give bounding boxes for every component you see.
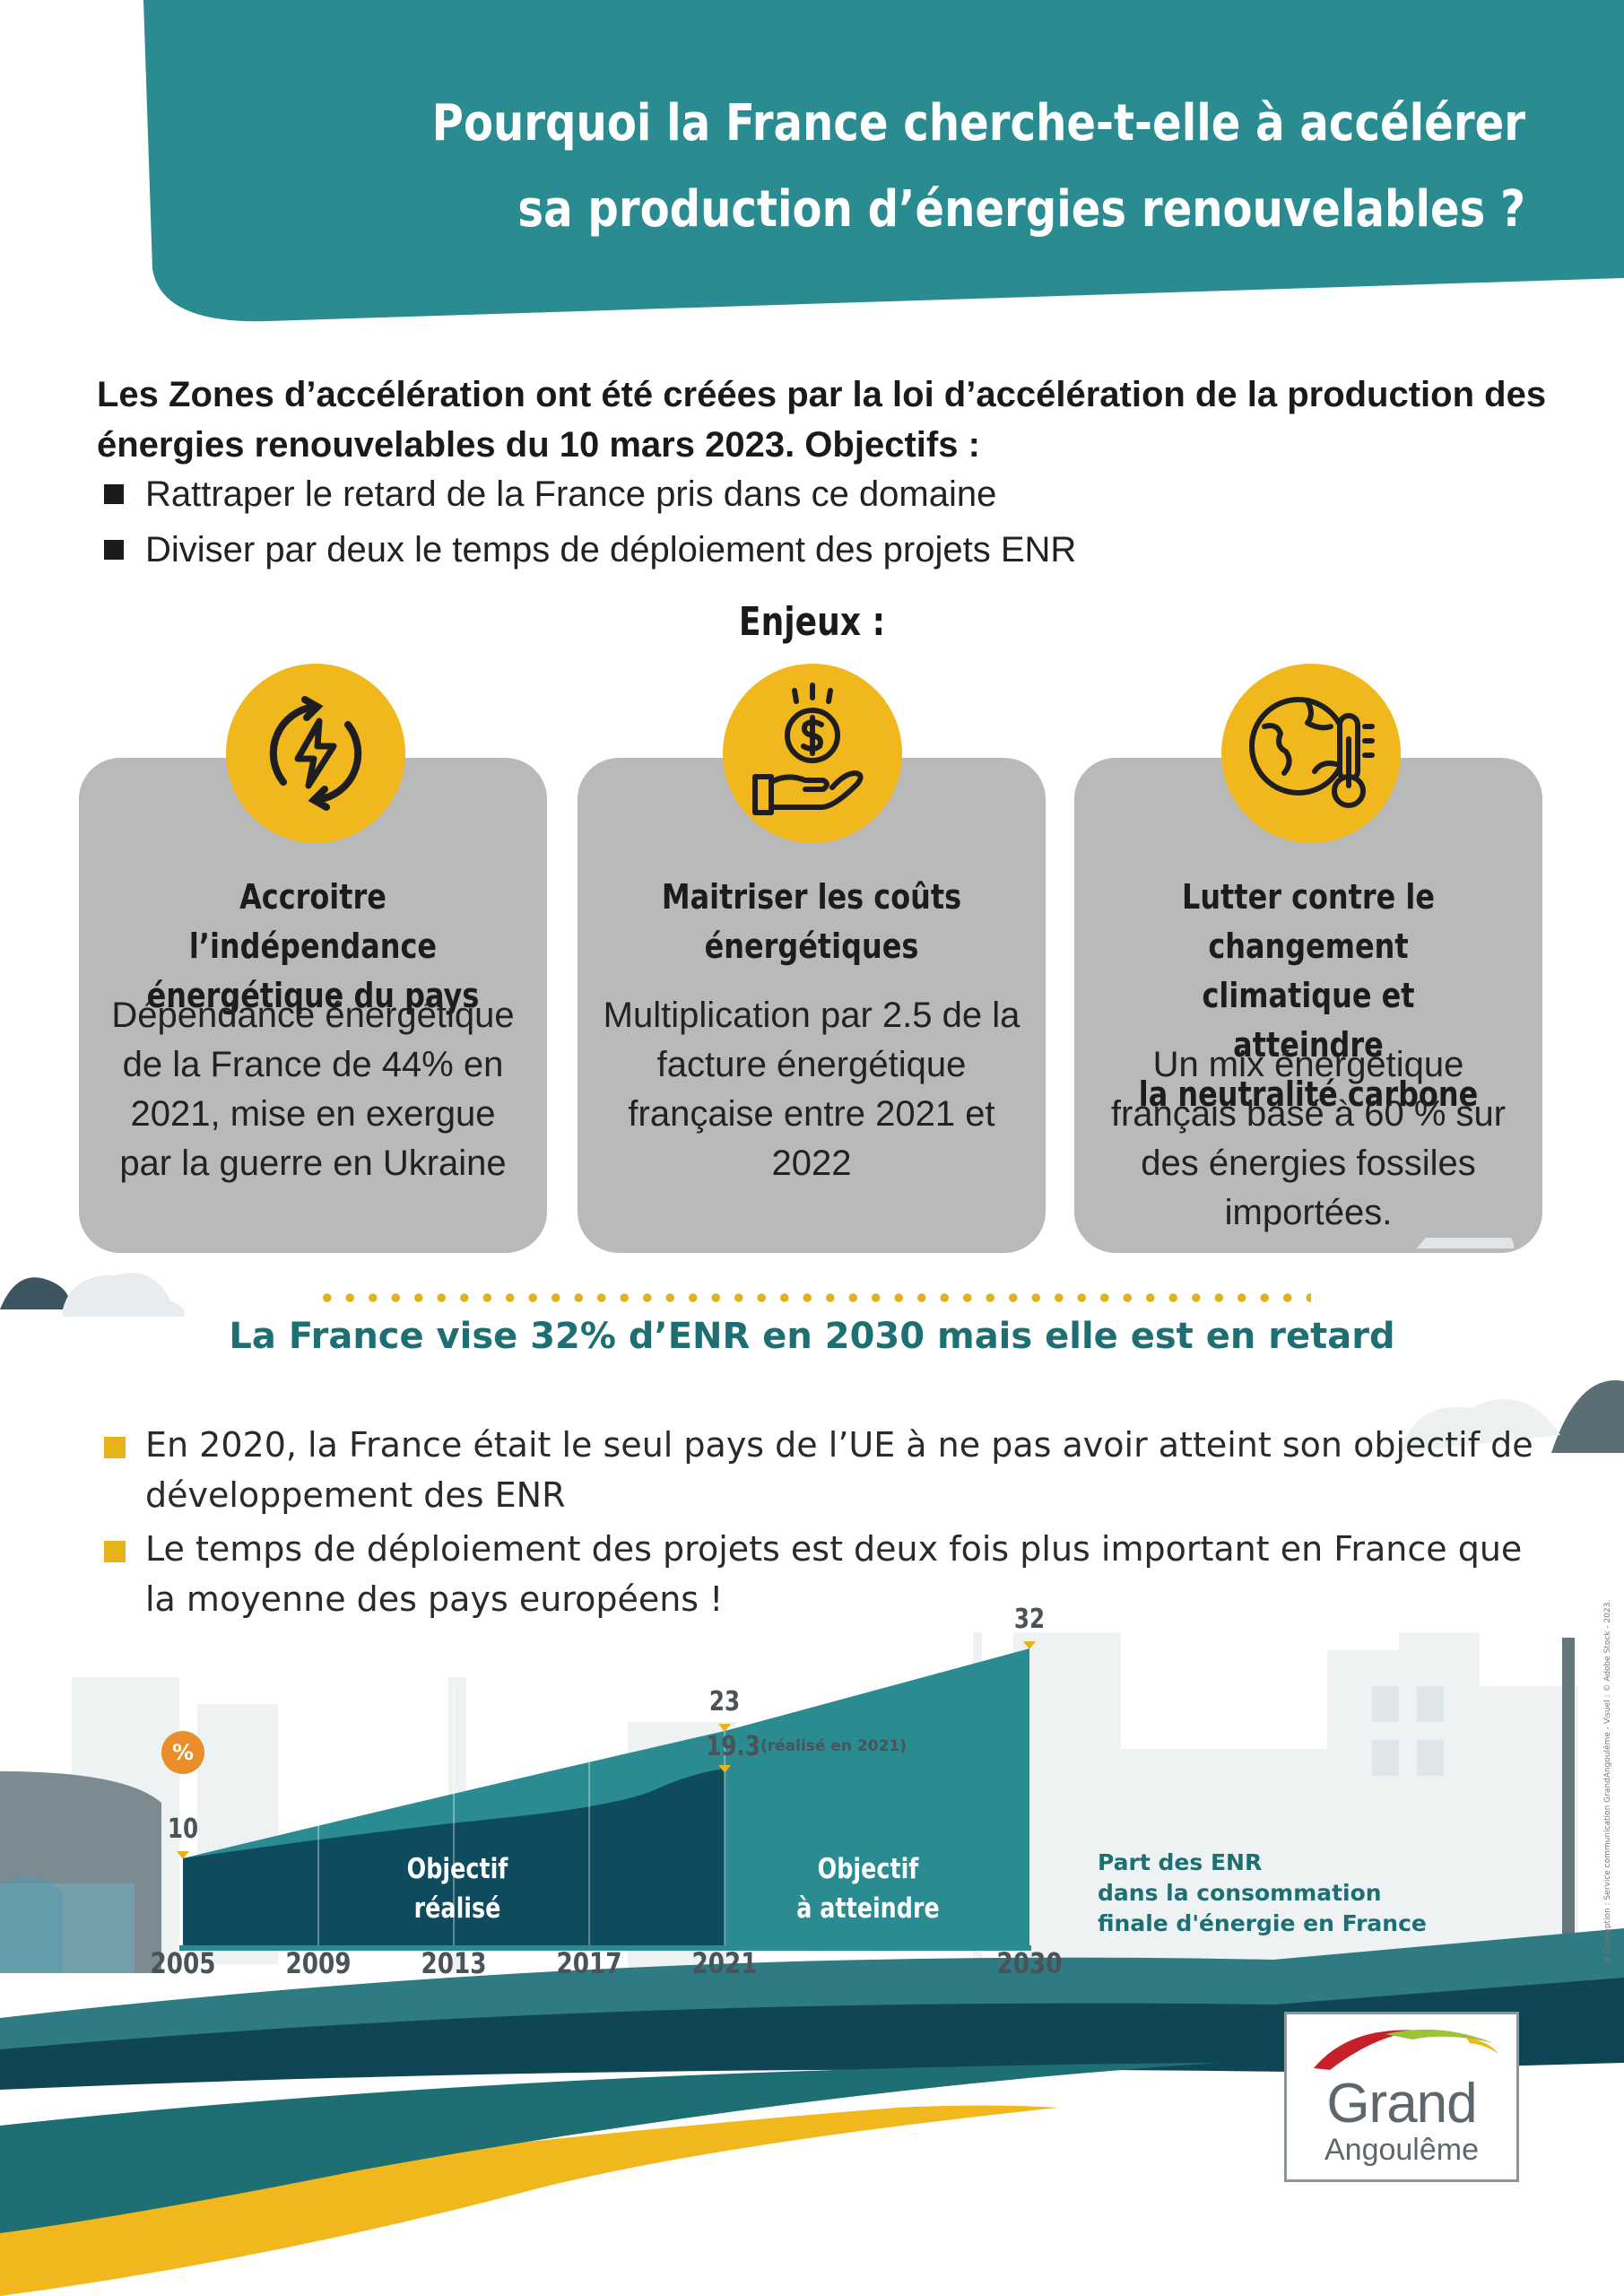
x-tick-label: 2030 [996,1946,1063,1980]
region-achieved-label: Objectif réalisé [406,1853,508,1925]
header-banner [143,0,1624,322]
data-marker [1023,1641,1036,1649]
data-marker [177,1851,189,1859]
data-marker [718,1765,732,1773]
cloud-right [1417,1238,1515,1248]
cloud-right-light [1399,1399,1560,1453]
objective-item: Rattraper le retard de la France pris da… [104,466,1449,522]
cloud-left [0,1277,71,1309]
region-target-label: Objectif à atteindre [796,1853,940,1925]
x-tick-label: 2013 [421,1946,487,1980]
bullet-square-icon [104,484,124,504]
chart-legend: Part des ENR dans la consommation finale… [1098,1849,1427,1936]
card-body: Dépendance énergétique de la France de 4… [111,996,515,1183]
card-independence: Accroitre l’indépendance énergétique du p… [79,758,547,1253]
card-title: Maitriser les coûts énergétiques [661,877,962,966]
page-title: Pourquoi la France cherche-t-elle à accé… [431,94,1526,239]
data-label: 32 [1013,1604,1046,1635]
data-marker [718,1724,732,1732]
dotted-divider [316,1292,1311,1303]
card-body: Multiplication par 2.5 de la facture éne… [603,996,1020,1183]
realised-note: (réalisé en 2021) [760,1737,908,1755]
logo-swoosh-icon [1314,2029,1498,2070]
fact-item: Le temps de déploiement des projets est … [104,1524,1539,1624]
chart-scene [0,1238,1624,2296]
money-hand-icon [723,664,902,843]
bullet-square-icon [104,1437,126,1458]
grand-angouleme-logo: Grand Angoulême [1284,2012,1519,2182]
achieved-area [183,1769,725,1948]
enjeux-heading: Enjeux : [738,599,886,645]
section-subtitle: La France vise 32% d’ENR en 2030 mais el… [229,1316,1395,1357]
cloud-right-dark [1551,1380,1624,1453]
intro-text: Les Zones d’accélération ont été créées … [97,375,1547,465]
percent-badge: % [161,1731,204,1774]
energy-cycle-icon [226,664,405,843]
wave-teal [0,2063,1220,2233]
cloud-light-left [63,1273,185,1317]
data-label: 23 [709,1686,741,1718]
objective-item: Diviser par deux le temps de déploiement… [104,522,1449,578]
card-title: Lutter contre le changement climatique et… [1138,877,1479,1114]
x-tick-label: 2009 [285,1946,352,1980]
fact-item: En 2020, la France était le seul pays de… [104,1420,1539,1520]
bullet-square-icon [104,540,124,560]
objectives-list: Rattraper le retard de la France pris da… [104,466,1449,578]
data-label: 19.3 [706,1731,761,1762]
card-body: Un mix énergétique français basé à 60 % … [1110,1045,1507,1232]
bullet-square-icon [104,1541,126,1562]
x-tick-label: 2017 [556,1946,622,1980]
card-title: Accroitre l’indépendance énergétique du p… [146,877,480,1015]
wave-yellow [0,2105,1058,2296]
credit-text: © Conception : Service communication Gra… [1603,1599,1612,1964]
x-tick-label: 2005 [150,1946,216,1980]
data-label: 10 [167,1813,199,1845]
earth-thermometer-icon [1221,664,1401,843]
facts-list: En 2020, la France était le seul pays de… [104,1420,1539,1624]
x-tick-label: 2021 [691,1946,758,1980]
